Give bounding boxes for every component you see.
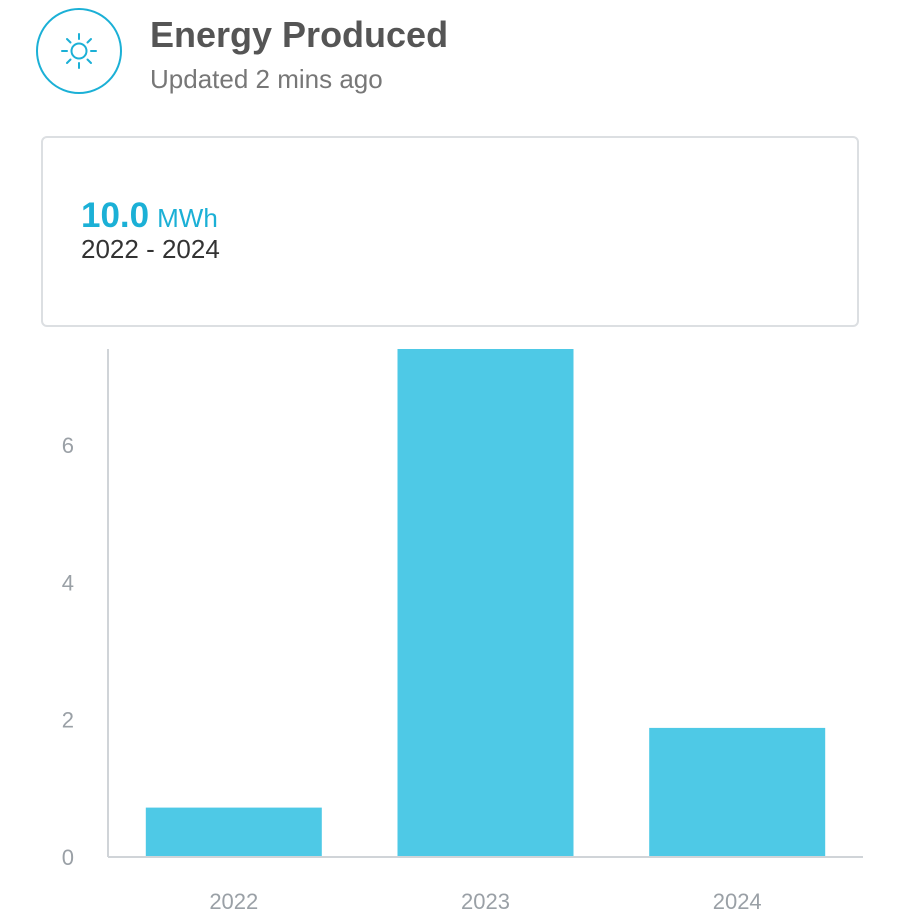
x-tick-label-2022: 2022 bbox=[209, 889, 258, 914]
summary-value: 10.0 bbox=[81, 196, 150, 235]
summary-date-range: 2022 - 2024 bbox=[81, 234, 220, 264]
page-title: Energy Produced bbox=[150, 14, 449, 55]
updated-timestamp: Updated 2 mins ago bbox=[150, 64, 383, 94]
bar-2022 bbox=[145, 807, 322, 857]
bar-2023 bbox=[397, 349, 574, 857]
sun-icon-badge bbox=[36, 8, 122, 94]
y-tick-label-0: 0 bbox=[62, 845, 74, 870]
energy-bar-chart: 2022 2023 2024 0 2 4 6 bbox=[62, 349, 863, 914]
y-tick-label-2: 2 bbox=[62, 708, 74, 733]
x-tick-label-2023: 2023 bbox=[461, 889, 510, 914]
bar-2024 bbox=[649, 727, 826, 857]
summary-card: 10.0 MWh 2022 - 2024 bbox=[41, 136, 859, 327]
x-tick-label-2024: 2024 bbox=[713, 889, 762, 914]
summary-unit: MWh bbox=[157, 203, 218, 233]
summary-total: 10.0 MWh bbox=[81, 196, 218, 236]
y-tick-label-6: 6 bbox=[62, 433, 74, 458]
sun-icon bbox=[61, 33, 97, 69]
y-tick-label-4: 4 bbox=[62, 570, 74, 595]
